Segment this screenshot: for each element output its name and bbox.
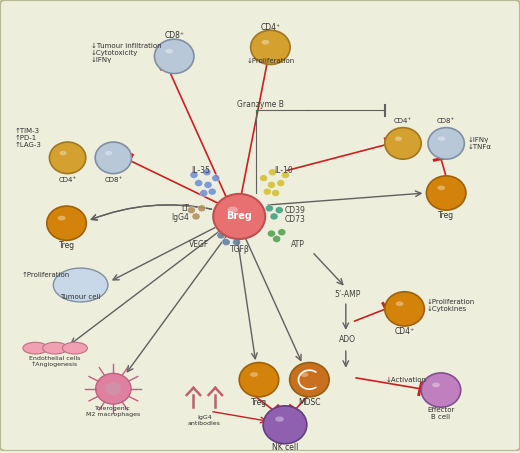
Text: ↓Proliferation
↓Cytokines: ↓Proliferation ↓Cytokines (426, 299, 475, 312)
Circle shape (263, 188, 271, 195)
Text: ↓IFNγ
↓TNFα: ↓IFNγ ↓TNFα (468, 137, 492, 150)
Ellipse shape (301, 372, 308, 377)
Ellipse shape (228, 207, 238, 213)
Ellipse shape (437, 185, 445, 190)
Text: CD8⁺: CD8⁺ (437, 118, 456, 124)
Text: LT: LT (181, 204, 189, 213)
Circle shape (251, 30, 290, 64)
Text: ATP: ATP (291, 240, 304, 249)
Circle shape (198, 205, 206, 212)
Text: IL-35: IL-35 (191, 166, 210, 175)
Text: CD73: CD73 (285, 215, 306, 224)
Circle shape (265, 205, 274, 212)
Text: CD8⁺: CD8⁺ (104, 178, 123, 183)
Text: VEGF: VEGF (189, 240, 209, 249)
Circle shape (204, 181, 212, 188)
Text: ↓Activation: ↓Activation (385, 377, 426, 383)
Text: IgG4
antibodies: IgG4 antibodies (188, 415, 221, 426)
Text: MDSC: MDSC (298, 398, 321, 407)
Ellipse shape (275, 416, 284, 422)
Circle shape (95, 142, 132, 173)
Circle shape (267, 230, 276, 237)
Circle shape (290, 362, 329, 397)
Text: IL-10: IL-10 (274, 166, 293, 175)
Ellipse shape (58, 216, 66, 221)
Ellipse shape (262, 40, 269, 44)
Circle shape (428, 128, 464, 159)
Circle shape (187, 207, 196, 214)
Text: CD39: CD39 (285, 206, 306, 215)
Text: ADO: ADO (339, 335, 356, 344)
Text: Treg: Treg (58, 241, 75, 250)
Circle shape (222, 239, 230, 246)
Text: Granzyme B: Granzyme B (237, 100, 283, 109)
Circle shape (385, 128, 421, 159)
Text: TGFβ: TGFβ (230, 245, 250, 254)
Ellipse shape (250, 372, 258, 377)
Text: Effector
B cell: Effector B cell (427, 407, 454, 420)
Ellipse shape (105, 151, 112, 155)
Text: NK cell: NK cell (272, 443, 298, 452)
Text: Treg: Treg (438, 211, 454, 220)
Circle shape (281, 171, 290, 178)
Circle shape (232, 239, 241, 246)
Text: ↑Proliferation: ↑Proliferation (22, 272, 70, 278)
Circle shape (96, 373, 131, 404)
Text: Tolerogenic
M2 macrophages: Tolerogenic M2 macrophages (86, 406, 140, 417)
Text: Treg: Treg (251, 398, 267, 407)
Circle shape (277, 179, 285, 187)
Circle shape (194, 179, 203, 187)
Ellipse shape (62, 342, 87, 354)
Ellipse shape (59, 151, 67, 155)
Ellipse shape (432, 382, 440, 387)
Circle shape (271, 189, 280, 197)
Text: 5’-AMP: 5’-AMP (334, 289, 360, 299)
Circle shape (200, 189, 208, 197)
Ellipse shape (53, 268, 108, 302)
Ellipse shape (165, 49, 173, 53)
Text: CD4⁺: CD4⁺ (394, 118, 412, 124)
Circle shape (154, 39, 194, 73)
Text: ↓Proliferation: ↓Proliferation (246, 58, 294, 64)
Ellipse shape (396, 301, 404, 306)
Circle shape (227, 232, 236, 239)
Circle shape (259, 174, 268, 182)
Circle shape (203, 169, 211, 176)
Text: CD4⁺: CD4⁺ (395, 327, 414, 336)
Text: ↑TIM-3
↑PD-1
↑LAG-3: ↑TIM-3 ↑PD-1 ↑LAG-3 (15, 128, 42, 148)
Text: Endothelial cells
↑Angiogenesis: Endothelial cells ↑Angiogenesis (29, 356, 80, 367)
Circle shape (421, 373, 461, 407)
Circle shape (270, 213, 278, 220)
Circle shape (106, 382, 121, 395)
Circle shape (192, 213, 200, 220)
Text: CD4⁺: CD4⁺ (59, 178, 76, 183)
Circle shape (213, 194, 265, 239)
Ellipse shape (438, 136, 445, 141)
Circle shape (268, 169, 277, 176)
Ellipse shape (23, 342, 48, 354)
Text: CD4⁺: CD4⁺ (261, 23, 280, 32)
Ellipse shape (395, 136, 402, 141)
Circle shape (272, 236, 281, 242)
Ellipse shape (43, 342, 68, 354)
Circle shape (426, 176, 466, 210)
Circle shape (208, 188, 216, 195)
Circle shape (47, 206, 86, 241)
Circle shape (267, 181, 276, 188)
Text: Breg: Breg (226, 212, 252, 222)
Circle shape (190, 171, 198, 178)
Circle shape (275, 207, 283, 214)
Text: Tumour cell: Tumour cell (60, 294, 101, 300)
Circle shape (278, 229, 286, 236)
Circle shape (263, 406, 307, 444)
Text: IgG4: IgG4 (171, 213, 189, 222)
Circle shape (385, 292, 424, 326)
Text: CD8⁺: CD8⁺ (164, 31, 184, 40)
Circle shape (239, 362, 279, 397)
Circle shape (212, 174, 220, 182)
Circle shape (217, 232, 225, 239)
Circle shape (49, 142, 86, 173)
Text: ↓Tumour infiltration
↓Cytotoxicity
↓IFNγ: ↓Tumour infiltration ↓Cytotoxicity ↓IFNγ (91, 43, 162, 63)
